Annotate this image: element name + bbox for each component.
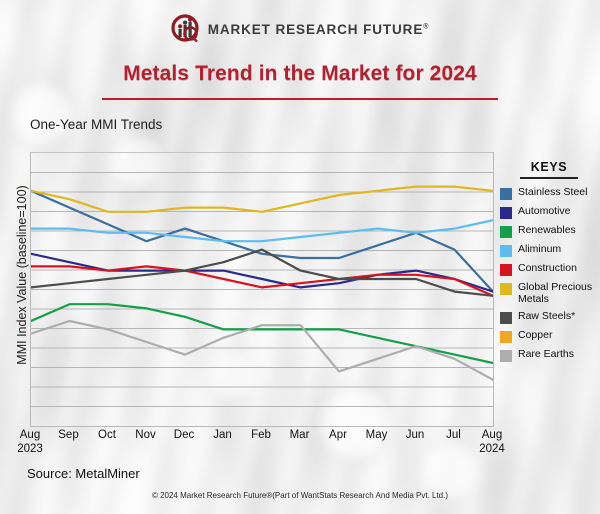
legend-item[interactable]: Raw Steels* — [500, 310, 598, 324]
x-axis-tick-month: Dec — [173, 429, 195, 441]
legend-item[interactable]: Stainless Steel — [500, 186, 598, 200]
x-axis-tick: May — [355, 428, 399, 442]
x-axis-tick-month: Aug — [19, 429, 41, 441]
title-underline — [102, 98, 498, 100]
series-line — [31, 185, 493, 213]
market-research-future-logo-icon — [171, 14, 201, 44]
legend-color-swatch — [500, 350, 512, 362]
legend-item-label: Rare Earths — [518, 348, 575, 360]
x-axis-tick-year: 2023 — [17, 443, 43, 455]
brand-name: MARKET RESEARCH FUTURE® — [208, 22, 430, 37]
x-axis-tick-month: Aug — [481, 429, 503, 441]
x-axis-tick: Aug 2023 — [8, 428, 52, 456]
x-axis-tick: Sep — [47, 428, 91, 442]
legend-item-label: Copper — [518, 329, 553, 341]
x-axis-tick-month: Mar — [289, 429, 310, 441]
copyright-note: © 2024 Market Research Future®(Part of W… — [151, 491, 449, 500]
x-axis-tick-month: Jan — [213, 429, 232, 441]
x-axis: Aug 2023 Sep Oct Nov Dec Jan Feb Mar Apr May Jun Jul… — [17, 428, 505, 468]
x-axis-tick: Oct — [85, 428, 129, 442]
x-axis-tick: Jun — [393, 428, 437, 442]
legend-heading-underline — [520, 177, 578, 179]
x-axis-tick-month: Jul — [446, 429, 461, 441]
x-axis-tick-month: Oct — [98, 429, 116, 441]
legend-color-swatch — [500, 331, 512, 343]
legend-heading: KEYS — [530, 160, 568, 174]
x-axis-tick: Mar — [278, 428, 322, 442]
x-axis-tick-month: Sep — [58, 429, 79, 441]
x-axis-tick: Aug 2024 — [470, 428, 514, 456]
line-chart-svg — [31, 172, 493, 407]
legend-item-label: Construction — [518, 262, 577, 274]
x-axis-tick-year: 2024 — [479, 443, 505, 455]
legend-color-swatch — [500, 245, 512, 257]
series-line — [31, 219, 493, 243]
legend-color-swatch — [500, 226, 512, 238]
x-axis-tick: Feb — [239, 428, 283, 442]
chart-plot-area — [30, 152, 494, 427]
legend-item[interactable]: Copper — [500, 329, 598, 343]
legend-item[interactable]: Construction — [500, 262, 598, 276]
legend-item-label: Stainless Steel — [518, 186, 588, 198]
legend-item-label: Renewables — [518, 224, 576, 236]
series-line — [31, 303, 493, 365]
legend-item[interactable]: Automotive — [500, 205, 598, 219]
brand-registered-mark: ® — [423, 23, 430, 30]
legend-item[interactable]: Aliminum — [500, 243, 598, 257]
legend-color-swatch — [500, 188, 512, 200]
x-axis-tick: Nov — [124, 428, 168, 442]
legend-color-swatch — [500, 264, 512, 276]
x-axis-tick-month: Nov — [135, 429, 156, 441]
x-axis-tick-month: Apr — [329, 429, 347, 441]
y-axis-label: MMI Index Value (baseline=100) — [15, 185, 29, 365]
series-line — [31, 319, 493, 381]
x-axis-tick: Jul — [432, 428, 476, 442]
x-axis-tick: Dec — [162, 428, 206, 442]
x-axis-tick: Apr — [316, 428, 360, 442]
legend-item[interactable]: Rare Earths — [500, 348, 598, 362]
legend-item-label: Aliminum — [518, 243, 562, 255]
legend-item[interactable]: Global Precious Metals — [500, 281, 598, 305]
chart-title: One-Year MMI Trends — [30, 117, 163, 132]
chart-gridlines — [31, 172, 493, 407]
legend-item-label: Automotive — [518, 205, 571, 217]
legend-item-label: Raw Steels* — [518, 310, 576, 322]
page-title: Metals Trend in the Market for 2024 — [123, 62, 477, 85]
x-axis-tick: Jan — [201, 428, 245, 442]
x-axis-tick-month: May — [365, 429, 388, 441]
x-axis-tick-month: Jun — [405, 429, 425, 441]
legend-color-swatch — [500, 207, 512, 219]
legend-color-swatch — [500, 312, 512, 324]
legend-item-label: Global Precious Metals — [518, 281, 593, 305]
series-line — [31, 252, 493, 293]
x-axis-tick-month: Feb — [251, 429, 271, 441]
brand-name-text: MARKET RESEARCH FUTURE — [207, 21, 424, 37]
legend-color-swatch — [500, 283, 512, 295]
chart-legend: KEYS Stainless Steel Automotive Renewables… — [500, 160, 598, 368]
series-line — [31, 248, 493, 297]
brand-header: MARKET RESEARCH FUTURE® — [0, 14, 600, 44]
series-line — [31, 265, 493, 297]
legend-item[interactable]: Renewables — [500, 224, 598, 238]
chart-series-lines — [31, 185, 493, 381]
source-note: Source: MetalMiner — [27, 466, 140, 481]
